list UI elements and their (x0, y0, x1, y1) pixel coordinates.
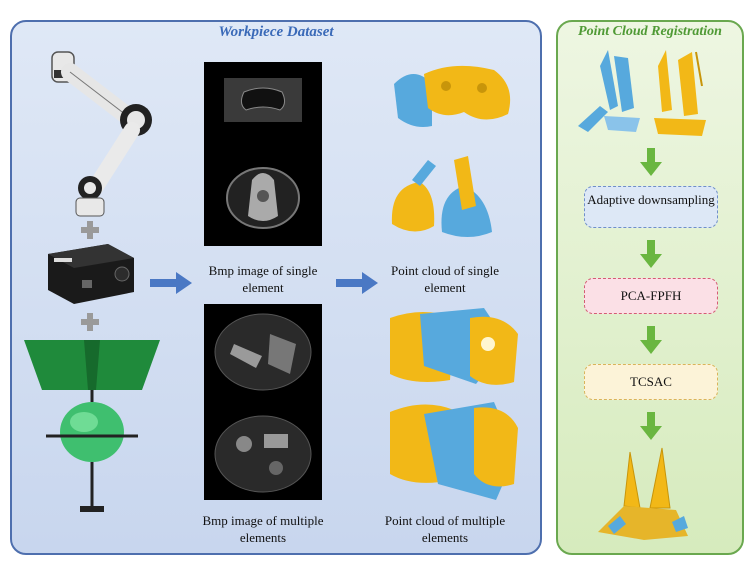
step-adaptive-downsampling: Adaptive downsampling (584, 186, 718, 228)
point-cloud-registration-title: Point Cloud Registration (578, 24, 722, 39)
down-arrow-icon (640, 148, 662, 176)
registered-point-cloud (598, 447, 688, 540)
3d-camera-illustration (48, 244, 134, 304)
step-tcsac: TCSAC (584, 364, 718, 400)
caption-bmp-single: Bmp image of single element (208, 263, 318, 295)
point-cloud-single-element (391, 65, 511, 237)
down-arrow-icon (640, 240, 662, 268)
caption-cloud-single: Point cloud of single element (391, 263, 499, 295)
right-arrow-icon (336, 272, 378, 294)
caption-bmp-multiple: Bmp image of multiple elements (202, 513, 324, 545)
plus-icon (81, 313, 99, 331)
caption-cloud-multiple: Point cloud of multiple elements (384, 513, 506, 545)
step-pca-fpfh: PCA-FPFH (584, 278, 718, 314)
down-arrow-icon (640, 412, 662, 440)
down-arrow-icon (640, 326, 662, 354)
bmp-image-multiple-elements (204, 304, 322, 500)
right-arrow-icon (150, 272, 192, 294)
bmp-image-single-element (204, 62, 322, 246)
robot-arm-illustration (51, 51, 152, 217)
point-cloud-multiple-elements (390, 308, 518, 500)
source-target-point-clouds (578, 50, 706, 136)
plus-icon (81, 221, 99, 239)
light-source-illustration (24, 340, 160, 512)
workpiece-dataset-title: Workpiece Dataset (218, 24, 334, 40)
